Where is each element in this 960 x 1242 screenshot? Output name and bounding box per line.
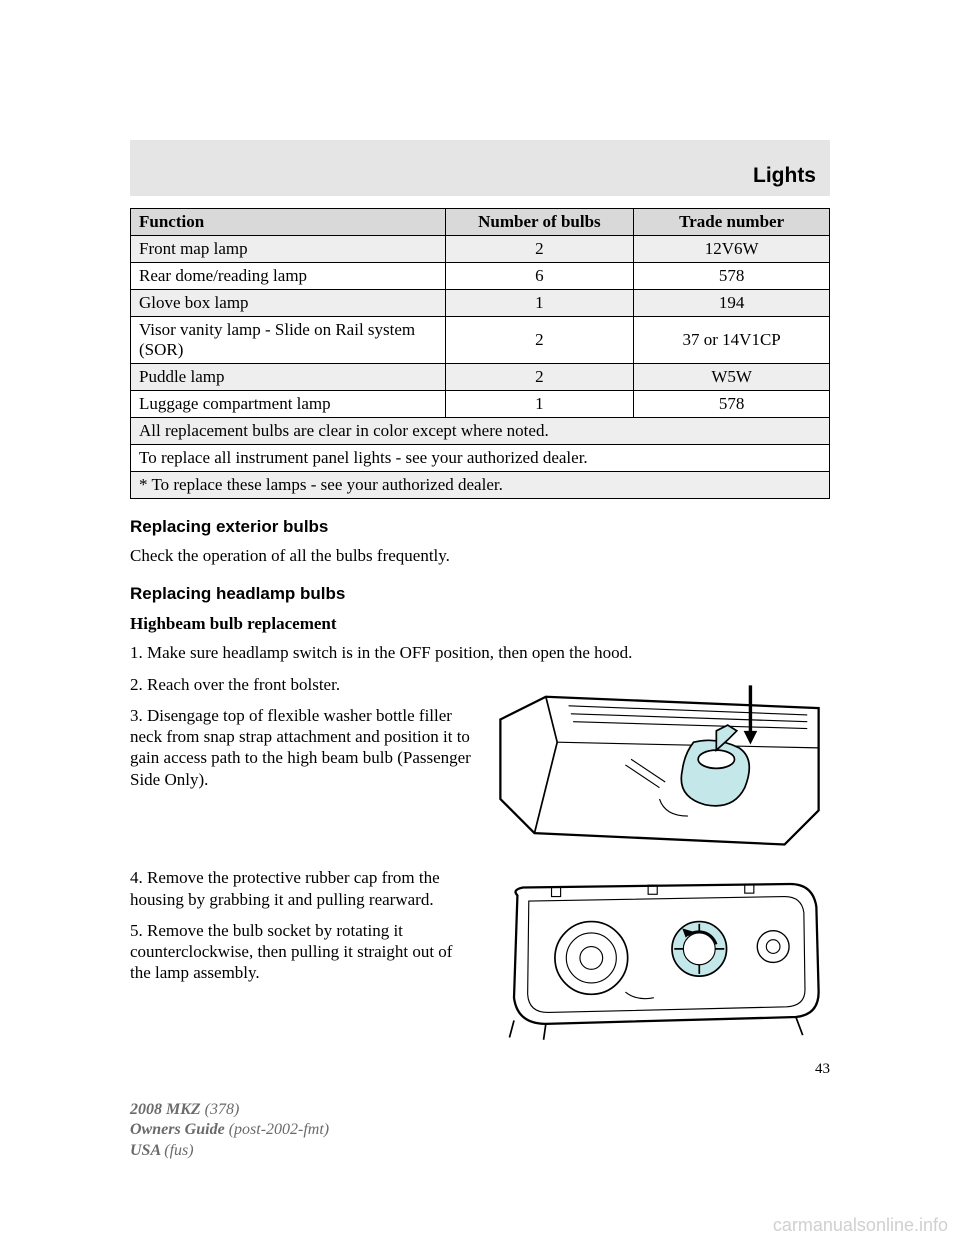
table-note-row: * To replace these lamps - see your auth…	[131, 472, 830, 499]
footer-line-3: USA (fus)	[130, 1141, 329, 1162]
text-check-operation: Check the operation of all the bulbs fre…	[130, 545, 830, 566]
col-function: Function	[131, 209, 446, 236]
cell-trade: 578	[634, 263, 830, 290]
cell-trade: 12V6W	[634, 236, 830, 263]
figure-washer-bottle	[489, 674, 830, 856]
table-row: Rear dome/reading lamp 6 578	[131, 263, 830, 290]
footer-fmt: (post-2002-fmt)	[229, 1121, 329, 1138]
cell-function: Luggage compartment lamp	[131, 391, 446, 418]
footer-guide: Owners Guide	[130, 1121, 229, 1138]
footer-code: (378)	[205, 1101, 240, 1118]
cell-number: 6	[445, 263, 634, 290]
cell-number: 1	[445, 290, 634, 317]
section-title: Lights	[753, 164, 816, 188]
cell-trade: 578	[634, 391, 830, 418]
cell-trade: 37 or 14V1CP	[634, 317, 830, 364]
cell-number: 2	[445, 364, 634, 391]
cell-function: Visor vanity lamp - Slide on Rail system…	[131, 317, 446, 364]
cell-function: Rear dome/reading lamp	[131, 263, 446, 290]
table-header-row: Function Number of bulbs Trade number	[131, 209, 830, 236]
cell-trade: W5W	[634, 364, 830, 391]
page-number: 43	[130, 1061, 830, 1078]
cell-trade: 194	[634, 290, 830, 317]
cell-number: 2	[445, 236, 634, 263]
step-4: 4. Remove the protective rubber cap from…	[130, 867, 473, 910]
step-1: 1. Make sure headlamp switch is in the O…	[130, 642, 830, 663]
figure-headlamp-housing	[489, 867, 830, 1049]
table-note: To replace all instrument panel lights -…	[131, 445, 830, 472]
footer-model: 2008 MKZ	[130, 1101, 205, 1118]
step-2: 2. Reach over the front bolster.	[130, 674, 473, 695]
step-5: 5. Remove the bulb socket by rotating it…	[130, 920, 473, 984]
col-number: Number of bulbs	[445, 209, 634, 236]
table-row: Puddle lamp 2 W5W	[131, 364, 830, 391]
footer-fus: (fus)	[164, 1142, 193, 1159]
bulb-table: Function Number of bulbs Trade number Fr…	[130, 208, 830, 499]
footer: 2008 MKZ (378) Owners Guide (post-2002-f…	[130, 1100, 329, 1162]
heading-replacing-headlamp: Replacing headlamp bulbs	[130, 584, 830, 604]
footer-line-1: 2008 MKZ (378)	[130, 1100, 329, 1121]
table-note-row: To replace all instrument panel lights -…	[131, 445, 830, 472]
cell-function: Front map lamp	[131, 236, 446, 263]
table-row: Luggage compartment lamp 1 578	[131, 391, 830, 418]
table-row: Front map lamp 2 12V6W	[131, 236, 830, 263]
header-bar: Lights	[130, 140, 830, 196]
table-note: * To replace these lamps - see your auth…	[131, 472, 830, 499]
table-note: All replacement bulbs are clear in color…	[131, 418, 830, 445]
table-note-row: All replacement bulbs are clear in color…	[131, 418, 830, 445]
subheading-highbeam: Highbeam bulb replacement	[130, 614, 830, 634]
step-3: 3. Disengage top of flexible washer bott…	[130, 705, 473, 790]
table-row: Glove box lamp 1 194	[131, 290, 830, 317]
cell-number: 1	[445, 391, 634, 418]
step-block-3: 2. Reach over the front bolster. 3. Dise…	[130, 674, 830, 856]
watermark: carmanualsonline.info	[773, 1215, 948, 1236]
table-row: Visor vanity lamp - Slide on Rail system…	[131, 317, 830, 364]
cell-number: 2	[445, 317, 634, 364]
col-trade: Trade number	[634, 209, 830, 236]
footer-line-2: Owners Guide (post-2002-fmt)	[130, 1120, 329, 1141]
step-block-4-5: 4. Remove the protective rubber cap from…	[130, 867, 830, 1049]
cell-function: Glove box lamp	[131, 290, 446, 317]
footer-region: USA	[130, 1142, 164, 1159]
page-container: Lights Function Number of bulbs Trade nu…	[0, 0, 960, 1078]
cell-function: Puddle lamp	[131, 364, 446, 391]
heading-replacing-exterior: Replacing exterior bulbs	[130, 517, 830, 537]
